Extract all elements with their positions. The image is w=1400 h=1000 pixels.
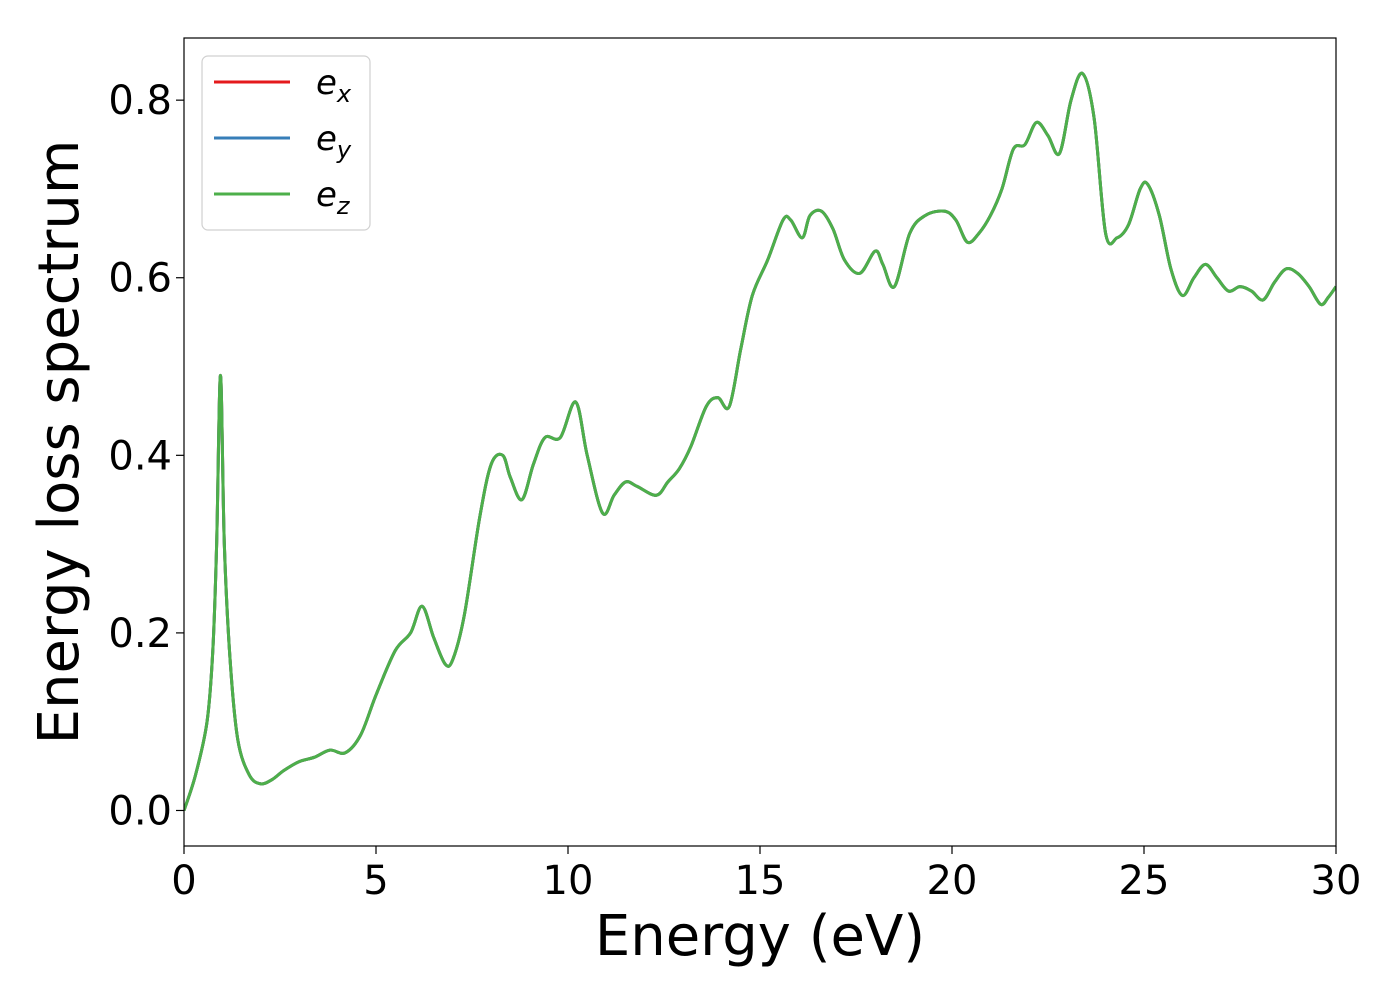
y-axis-title: Energy loss spectrum [27,140,92,745]
legend-label-x: ex [316,63,352,108]
legend: ex ey ez [201,55,371,231]
y-tick-label: 0.2 [108,611,172,657]
x-tick-label: 5 [363,858,388,904]
x-axis-ticks: 0 5 10 15 20 25 30 [171,846,1361,904]
series-lines [184,71,1336,811]
x-tick-label: 20 [927,858,978,904]
legend-label-z: ez [316,175,351,220]
y-tick-label: 0.4 [108,433,172,479]
legend-box [201,55,371,231]
x-tick-label: 0 [171,858,196,904]
x-tick-label: 10 [543,858,594,904]
x-axis-title: Energy (eV) [595,904,925,969]
x-tick-label: 15 [735,858,786,904]
x-tick-label: 25 [1119,858,1170,904]
y-tick-label: 0.8 [108,78,172,124]
series-line-z [184,71,1336,811]
y-tick-label: 0.6 [108,256,172,302]
legend-label-y: ey [316,119,352,164]
y-tick-label: 0.0 [108,788,172,834]
x-tick-label: 30 [1311,858,1362,904]
y-axis-ticks: 0.0 0.2 0.4 0.6 0.8 [108,78,184,834]
